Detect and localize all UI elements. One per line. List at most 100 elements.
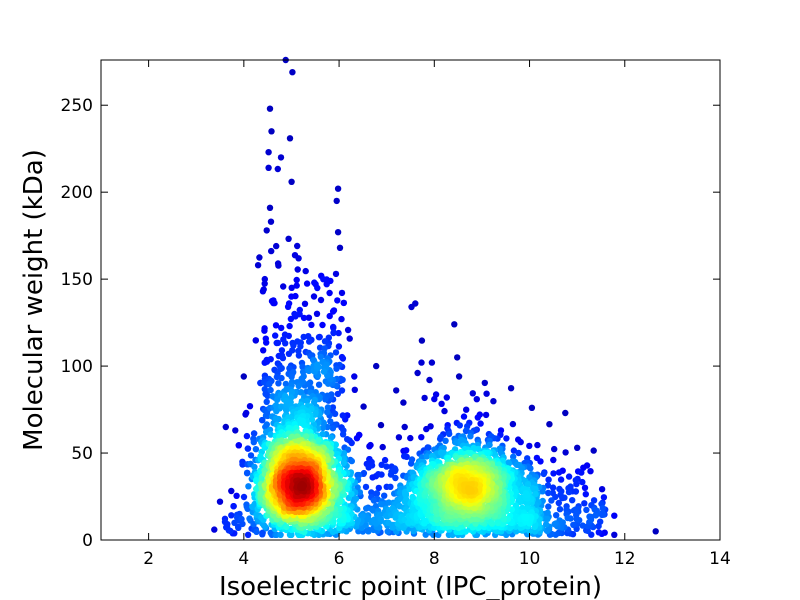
scatter-point (262, 335, 269, 342)
scatter-point (246, 515, 253, 522)
scatter-point (431, 395, 438, 403)
scatter-point (305, 314, 313, 321)
scatter-point (346, 335, 353, 342)
scatter-point (652, 528, 659, 535)
scatter-point (277, 154, 285, 161)
scatter-point (355, 471, 363, 479)
scatter-point (329, 425, 337, 432)
scatter-point (373, 362, 380, 370)
scatter-point (228, 512, 235, 519)
scatter-point (335, 343, 343, 350)
scatter-point (392, 474, 399, 482)
scatter-point (329, 308, 337, 315)
scatter-point (360, 469, 368, 477)
scatter-point (289, 347, 296, 354)
scatter-point (268, 128, 275, 135)
scatter-point (515, 449, 522, 457)
scatter-point (262, 423, 269, 431)
scatter-point (383, 463, 390, 470)
scatter-point (510, 453, 517, 460)
scatter-point (334, 229, 342, 236)
scatter-point (251, 463, 258, 471)
scatter-point (320, 276, 327, 283)
scatter-point (599, 504, 606, 512)
scatter-point (311, 411, 319, 418)
scatter-point (469, 390, 476, 397)
scatter-point (407, 434, 414, 442)
scatter-point (319, 424, 327, 432)
scatter-point (463, 406, 470, 413)
scatter-point (564, 514, 571, 522)
scatter-point (299, 363, 306, 370)
scatter-point (230, 503, 237, 510)
scatter-point (317, 296, 325, 304)
scatter-point (315, 381, 323, 388)
scatter-point (211, 526, 218, 533)
scatter-point (548, 497, 555, 504)
scatter-point (473, 396, 480, 403)
scatter-point (481, 379, 488, 387)
scatter-point (288, 178, 295, 185)
scatter-point (428, 359, 436, 366)
scatter-point (362, 483, 370, 491)
scatter-point (273, 339, 280, 347)
scatter-point (421, 520, 428, 527)
scatter-point (348, 439, 355, 447)
scatter-point (297, 343, 304, 350)
scatter-point (348, 457, 355, 465)
scatter-point (334, 390, 342, 398)
scatter-point (253, 528, 260, 535)
scatter-point (418, 434, 425, 441)
scatter-point (403, 496, 410, 503)
scatter-point (256, 254, 263, 261)
scatter-point (590, 447, 597, 454)
scatter-point (569, 497, 576, 504)
scatter-point (389, 467, 396, 475)
scatter-point (238, 515, 245, 523)
scatter-point (252, 337, 259, 344)
scatter-point (339, 431, 347, 438)
scatter-point (381, 456, 389, 464)
scatter-point (239, 520, 246, 528)
scatter-point (598, 486, 606, 493)
scatter-point (484, 449, 491, 456)
scatter-point (506, 524, 514, 532)
scatter-point (286, 135, 294, 142)
scatter-point (559, 494, 566, 502)
scatter-point (277, 531, 284, 538)
scatter-point (272, 415, 280, 422)
scatter-point (570, 521, 577, 528)
scatter-point (280, 283, 287, 290)
scatter-point (494, 519, 502, 527)
scatter-point (338, 289, 346, 297)
scatter-point (414, 369, 421, 377)
scatter-point (582, 491, 589, 498)
scatter-point (222, 423, 229, 431)
scatter-point (261, 386, 268, 393)
scatter-point (490, 398, 497, 405)
scatter-point (353, 435, 361, 442)
scatter-point (483, 390, 490, 397)
scatter-point (565, 473, 573, 480)
scatter-point (373, 490, 380, 497)
scatter-point (254, 262, 262, 269)
scatter-point (526, 442, 533, 450)
scatter-point (583, 506, 590, 514)
scatter-point (495, 461, 503, 468)
scatter-point (335, 329, 342, 337)
scatter-point (311, 279, 318, 286)
scatter-point (285, 235, 292, 242)
scatter-point (285, 414, 292, 421)
scatter-point (522, 490, 530, 497)
scatter-point (544, 482, 552, 489)
scatter-point (235, 524, 242, 531)
scatter-point (422, 531, 429, 538)
scatter-point (344, 436, 351, 443)
scatter-point (401, 423, 408, 431)
scatter-point (344, 326, 352, 334)
scatter-point (246, 403, 254, 410)
scatter-point (333, 365, 340, 372)
scatter-point (611, 531, 618, 538)
scatter-point (352, 495, 360, 502)
scatter-point (300, 314, 308, 322)
